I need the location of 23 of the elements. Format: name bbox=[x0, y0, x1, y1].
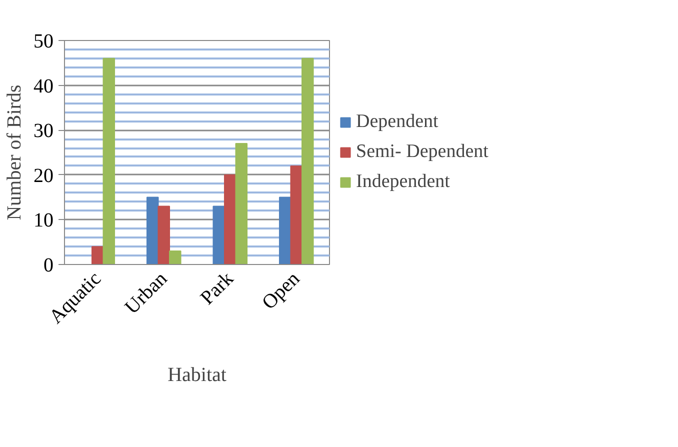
bar bbox=[158, 206, 170, 264]
bar bbox=[290, 165, 303, 264]
y-tick-label: 30 bbox=[34, 120, 54, 142]
bar bbox=[91, 246, 104, 264]
legend-label: Semi- Dependent bbox=[356, 141, 488, 163]
y-tick-label: 20 bbox=[34, 164, 54, 187]
y-tick-label: 50 bbox=[34, 30, 54, 52]
legend-label: Dependent bbox=[356, 111, 438, 133]
y-tick-label: 0 bbox=[44, 254, 54, 276]
bar bbox=[102, 58, 116, 264]
bar bbox=[224, 174, 236, 264]
bar bbox=[235, 143, 248, 264]
x-axis-title: Habitat bbox=[168, 364, 227, 386]
y-tick-label: 10 bbox=[34, 210, 54, 232]
bar bbox=[302, 58, 314, 264]
y-tick-label: 40 bbox=[34, 75, 54, 98]
bar bbox=[212, 206, 225, 264]
bar bbox=[169, 250, 182, 264]
x-tick-label: Open bbox=[258, 268, 304, 314]
y-axis-title: Number of Birds bbox=[4, 84, 26, 220]
x-tick-label: Park bbox=[196, 268, 238, 310]
legend-label: Independent bbox=[356, 171, 450, 193]
bar bbox=[146, 196, 159, 264]
